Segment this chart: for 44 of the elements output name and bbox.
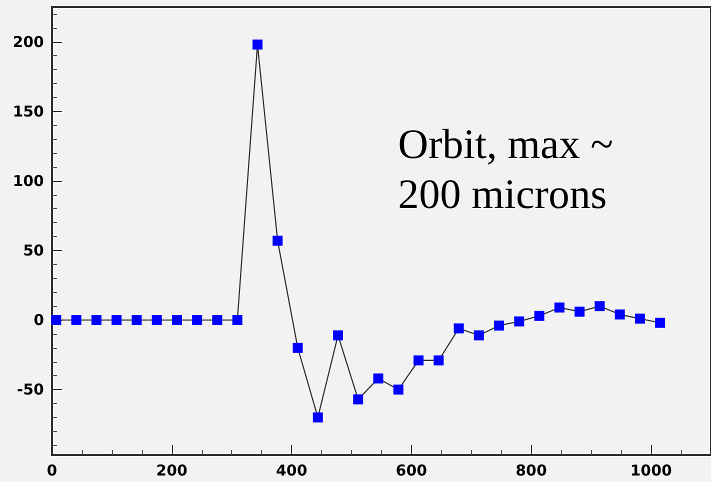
point <box>514 316 524 326</box>
x-tick-label: 0 <box>46 462 58 480</box>
annotation: Orbit, max ~ 200 microns <box>398 122 624 218</box>
point <box>594 301 605 312</box>
x-tick-label: 800 <box>516 462 547 480</box>
x-tick-label: 400 <box>276 462 308 480</box>
point <box>454 323 464 334</box>
point <box>252 40 262 50</box>
point <box>373 373 384 384</box>
y-tick-label: 0 <box>34 311 44 330</box>
point <box>614 309 625 320</box>
y-tick-label: 200 <box>12 32 44 51</box>
point <box>71 315 82 326</box>
point <box>112 315 122 326</box>
point <box>232 315 242 326</box>
point <box>91 315 102 326</box>
point <box>534 310 544 321</box>
point <box>353 394 364 404</box>
y-tick-label: -50 <box>16 380 44 399</box>
y-tick-label: 150 <box>12 102 44 120</box>
point <box>292 342 303 353</box>
x-tick-label: 1000 <box>630 462 672 480</box>
point <box>554 302 564 313</box>
point <box>212 315 222 326</box>
point <box>494 320 504 331</box>
x-tick-label: 200 <box>156 462 188 480</box>
point <box>414 355 424 366</box>
y-tick-label: 100 <box>12 172 44 190</box>
point <box>333 330 344 340</box>
point <box>51 315 62 326</box>
point <box>272 236 283 246</box>
point <box>152 315 162 326</box>
point <box>655 318 666 328</box>
point <box>434 355 444 366</box>
point <box>132 315 142 326</box>
point <box>393 384 404 395</box>
point <box>192 315 202 326</box>
y-tick-label: 50 <box>23 241 44 260</box>
point <box>312 412 323 422</box>
point <box>474 330 484 340</box>
point <box>172 315 182 326</box>
point <box>634 314 645 324</box>
x-tick-label: 600 <box>396 462 428 480</box>
point <box>574 306 585 317</box>
